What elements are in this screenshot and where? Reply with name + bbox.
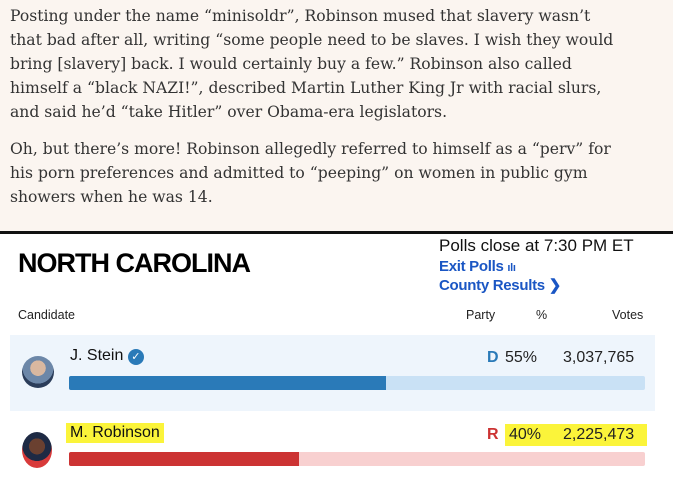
polls-close-text: Polls close at 7:30 PM ET	[439, 236, 634, 255]
header-party: Party	[466, 308, 496, 322]
chevron-right-icon: ❯	[548, 277, 562, 294]
avatar	[22, 432, 52, 468]
vote-share-bar	[69, 452, 645, 466]
avatar	[22, 356, 54, 388]
divider	[0, 231, 673, 234]
exit-polls-link[interactable]: Exit Polls ılı	[439, 258, 516, 275]
candidate-name: J. Stein ✓	[70, 347, 144, 365]
vote-share-fill	[69, 452, 300, 466]
votes-value: 2,225,473	[563, 426, 635, 443]
party-label: D	[487, 349, 499, 366]
pct-value: 40%	[509, 426, 542, 443]
party-label: R	[487, 426, 499, 443]
header-candidate: Candidate	[18, 308, 75, 322]
vote-share-bar	[69, 376, 645, 390]
votes-value: 3,037,765	[563, 349, 635, 366]
pct-value: 55%	[505, 349, 538, 366]
state-title: NORTH CAROLINA	[18, 248, 251, 278]
county-results-link[interactable]: County Results ❯	[439, 277, 562, 294]
article-paragraph: Posting under the name “minisoldr”, Robi…	[10, 7, 614, 121]
article-excerpt: Posting under the name “minisoldr”, Robi…	[0, 0, 673, 232]
header-pct: %	[536, 308, 548, 322]
header-votes: Votes	[612, 308, 644, 322]
verified-check-icon: ✓	[127, 349, 144, 365]
candidate-row-stein	[10, 335, 655, 411]
highlight	[505, 424, 647, 446]
bar-chart-icon: ılı	[507, 262, 516, 274]
candidate-name: M. Robinson	[66, 423, 164, 443]
vote-share-fill	[69, 376, 386, 390]
article-paragraph: Oh, but there’s more! Robinson allegedly…	[10, 140, 611, 206]
